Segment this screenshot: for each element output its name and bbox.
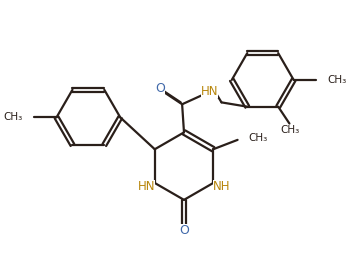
Text: O: O <box>156 82 166 95</box>
Text: NH: NH <box>213 180 230 193</box>
Text: HN: HN <box>137 180 155 193</box>
Text: CH₃: CH₃ <box>327 75 347 85</box>
Text: HN: HN <box>200 85 218 98</box>
Text: CH₃: CH₃ <box>3 112 23 122</box>
Text: CH₃: CH₃ <box>281 125 300 135</box>
Text: CH₃: CH₃ <box>249 133 268 143</box>
Text: O: O <box>179 224 189 237</box>
